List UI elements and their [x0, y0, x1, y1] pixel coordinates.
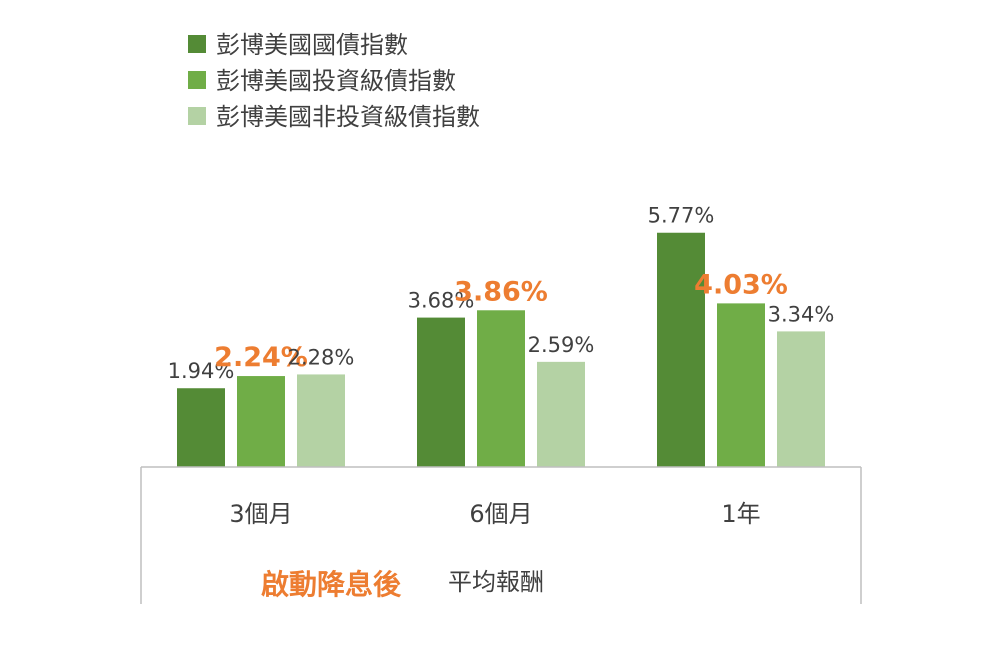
data-label-3-1: 5.77%: [648, 204, 715, 228]
bar-2-1: [417, 317, 465, 467]
category-label-1: 3個月: [229, 500, 292, 528]
data-label-3-2: 4.03%: [694, 269, 788, 300]
data-label-2-3: 2.59%: [528, 333, 595, 357]
bar-2-2: [477, 310, 525, 467]
bar-2-3: [537, 361, 585, 467]
category-label-2: 6個月: [469, 500, 532, 528]
data-label-1-3: 2.28%: [288, 345, 355, 369]
bars: [177, 232, 825, 467]
x-axis-title: 啟動降息後 平均報酬: [261, 568, 544, 601]
bar-3-2: [717, 303, 765, 467]
legend-label-1: 彭博美國國債指數: [216, 31, 408, 59]
legend-swatch-1: [188, 35, 206, 53]
bar-1-1: [177, 388, 225, 467]
bar-3-1: [657, 232, 705, 467]
data-label-1-2: 2.24%: [214, 342, 308, 373]
data-label-3-3: 3.34%: [768, 302, 835, 326]
category-label-3: 1年: [721, 500, 760, 528]
bar-3-3: [777, 331, 825, 467]
legend-swatch-2: [188, 71, 206, 89]
legend-label-2: 彭博美國投資級債指數: [216, 67, 456, 95]
bar-1-2: [237, 376, 285, 467]
bar-1-3: [297, 374, 345, 467]
x-axis-title-sub: 平均報酬: [448, 568, 544, 596]
x-axis: 3個月 6個月 1年: [140, 466, 862, 604]
legend-swatch-3: [188, 107, 206, 125]
data-label-2-1: 3.68%: [408, 289, 475, 313]
legend-label-3: 彭博美國非投資級債指數: [216, 103, 480, 131]
x-axis-title-main: 啟動降息後: [261, 568, 402, 601]
data-label-2-2: 3.86%: [454, 276, 548, 307]
data-label-1-1: 1.94%: [168, 359, 235, 383]
data-labels: 1.94%2.24%2.28% 3.68%3.86% 2.59% 5.77% 4.03%…: [168, 204, 835, 383]
